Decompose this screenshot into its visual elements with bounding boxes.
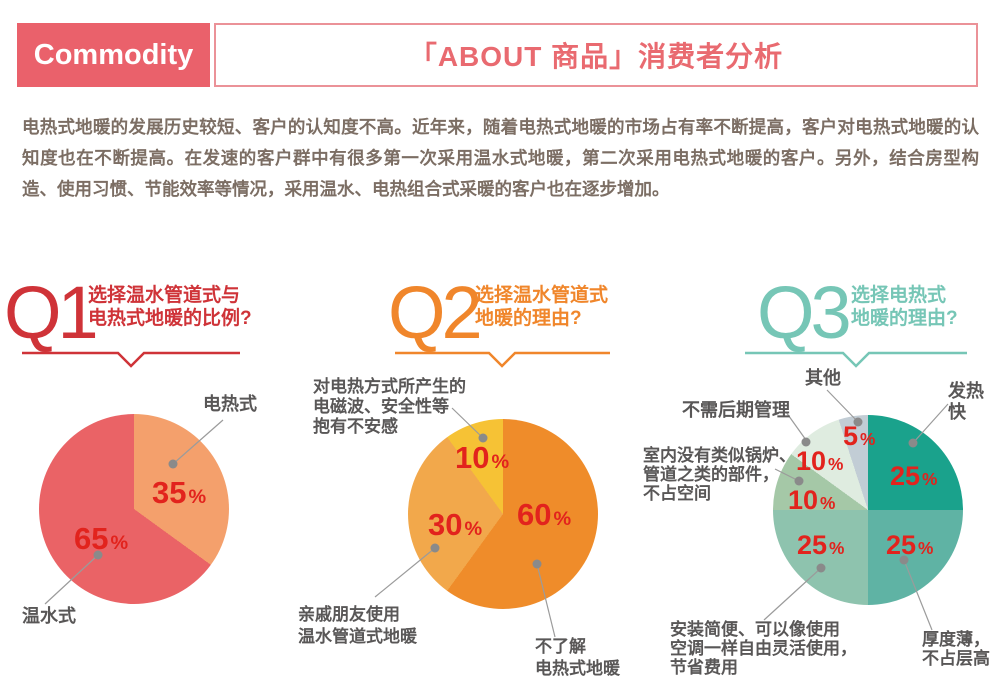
commodity-tag: Commodity xyxy=(17,23,210,87)
q1-pie-chart xyxy=(39,414,229,604)
q3-percent-no-maintenance: 10% xyxy=(796,446,844,476)
q2-label: Q2 xyxy=(388,271,483,354)
q2-label-emf: 对电热方式所产生的 电磁波、安全性等 抱有不安感 xyxy=(313,377,466,436)
q2-question-title: 选择温水管道式 地暖的理由? xyxy=(475,285,609,329)
q3-label-no-boiler: 室内没有类似锅炉、 管道之类的部件， 不占空间 xyxy=(643,446,796,503)
q3-question-title: 选择电热式 地暖的理由? xyxy=(851,285,958,329)
page-title-box: 「ABOUT 商品」消费者分析 xyxy=(214,23,978,87)
q1-label-water: 温水式 xyxy=(22,606,76,626)
q3-label-fast: 发热快 xyxy=(948,381,984,422)
page-title: 「ABOUT 商品」消费者分析 xyxy=(408,41,784,72)
q3-percent-fast: 25% xyxy=(890,461,938,491)
q2-percent-unaware: 60% xyxy=(517,497,572,532)
q2-pie-chart xyxy=(408,419,598,609)
q2-percent-emf: 10% xyxy=(455,440,510,475)
q1-label: Q1 xyxy=(4,271,99,354)
q3-bracket-divider xyxy=(745,351,967,368)
q1-question-title: 选择温水管道式与 电热式地暖的比例? xyxy=(88,285,252,329)
intro-paragraph: 电热式地暖的发展历史较短、客户的认知度不高。近年来，随着电热式地暖的市场占有率不… xyxy=(22,117,979,199)
q2-bracket-divider xyxy=(395,351,610,368)
q3-label-no-maintenance: 不需后期管理 xyxy=(682,400,790,420)
q1-bracket-divider xyxy=(22,351,240,368)
q3-label-thin: 厚度薄， 不占层高 xyxy=(922,630,990,668)
q3-percent-easy-install: 25% xyxy=(797,530,845,560)
q3-percent-thin: 25% xyxy=(886,530,934,560)
q3-percent-no-boiler: 10% xyxy=(788,485,836,515)
q2-percent-friends: 30% xyxy=(428,507,483,542)
q3-percent-other: 5% xyxy=(843,421,876,451)
q3-label-easy-install: 安装简便、可以像使用 空调一样自由灵活使用， 节省费用 xyxy=(670,620,857,677)
q1-percent-water: 65% xyxy=(74,521,129,556)
q2-label-unaware: 不了解 电热式地暖 xyxy=(535,637,620,678)
q3-label-other: 其他 xyxy=(805,368,841,388)
q2-label-friends: 亲戚朋友使用 温水管道式地暖 xyxy=(298,605,417,646)
commodity-tag-label: Commodity xyxy=(33,38,194,71)
q1-percent-electric: 35% xyxy=(152,475,207,510)
q1-label-electric: 电热式 xyxy=(203,394,257,414)
q3-label: Q3 xyxy=(757,271,852,354)
